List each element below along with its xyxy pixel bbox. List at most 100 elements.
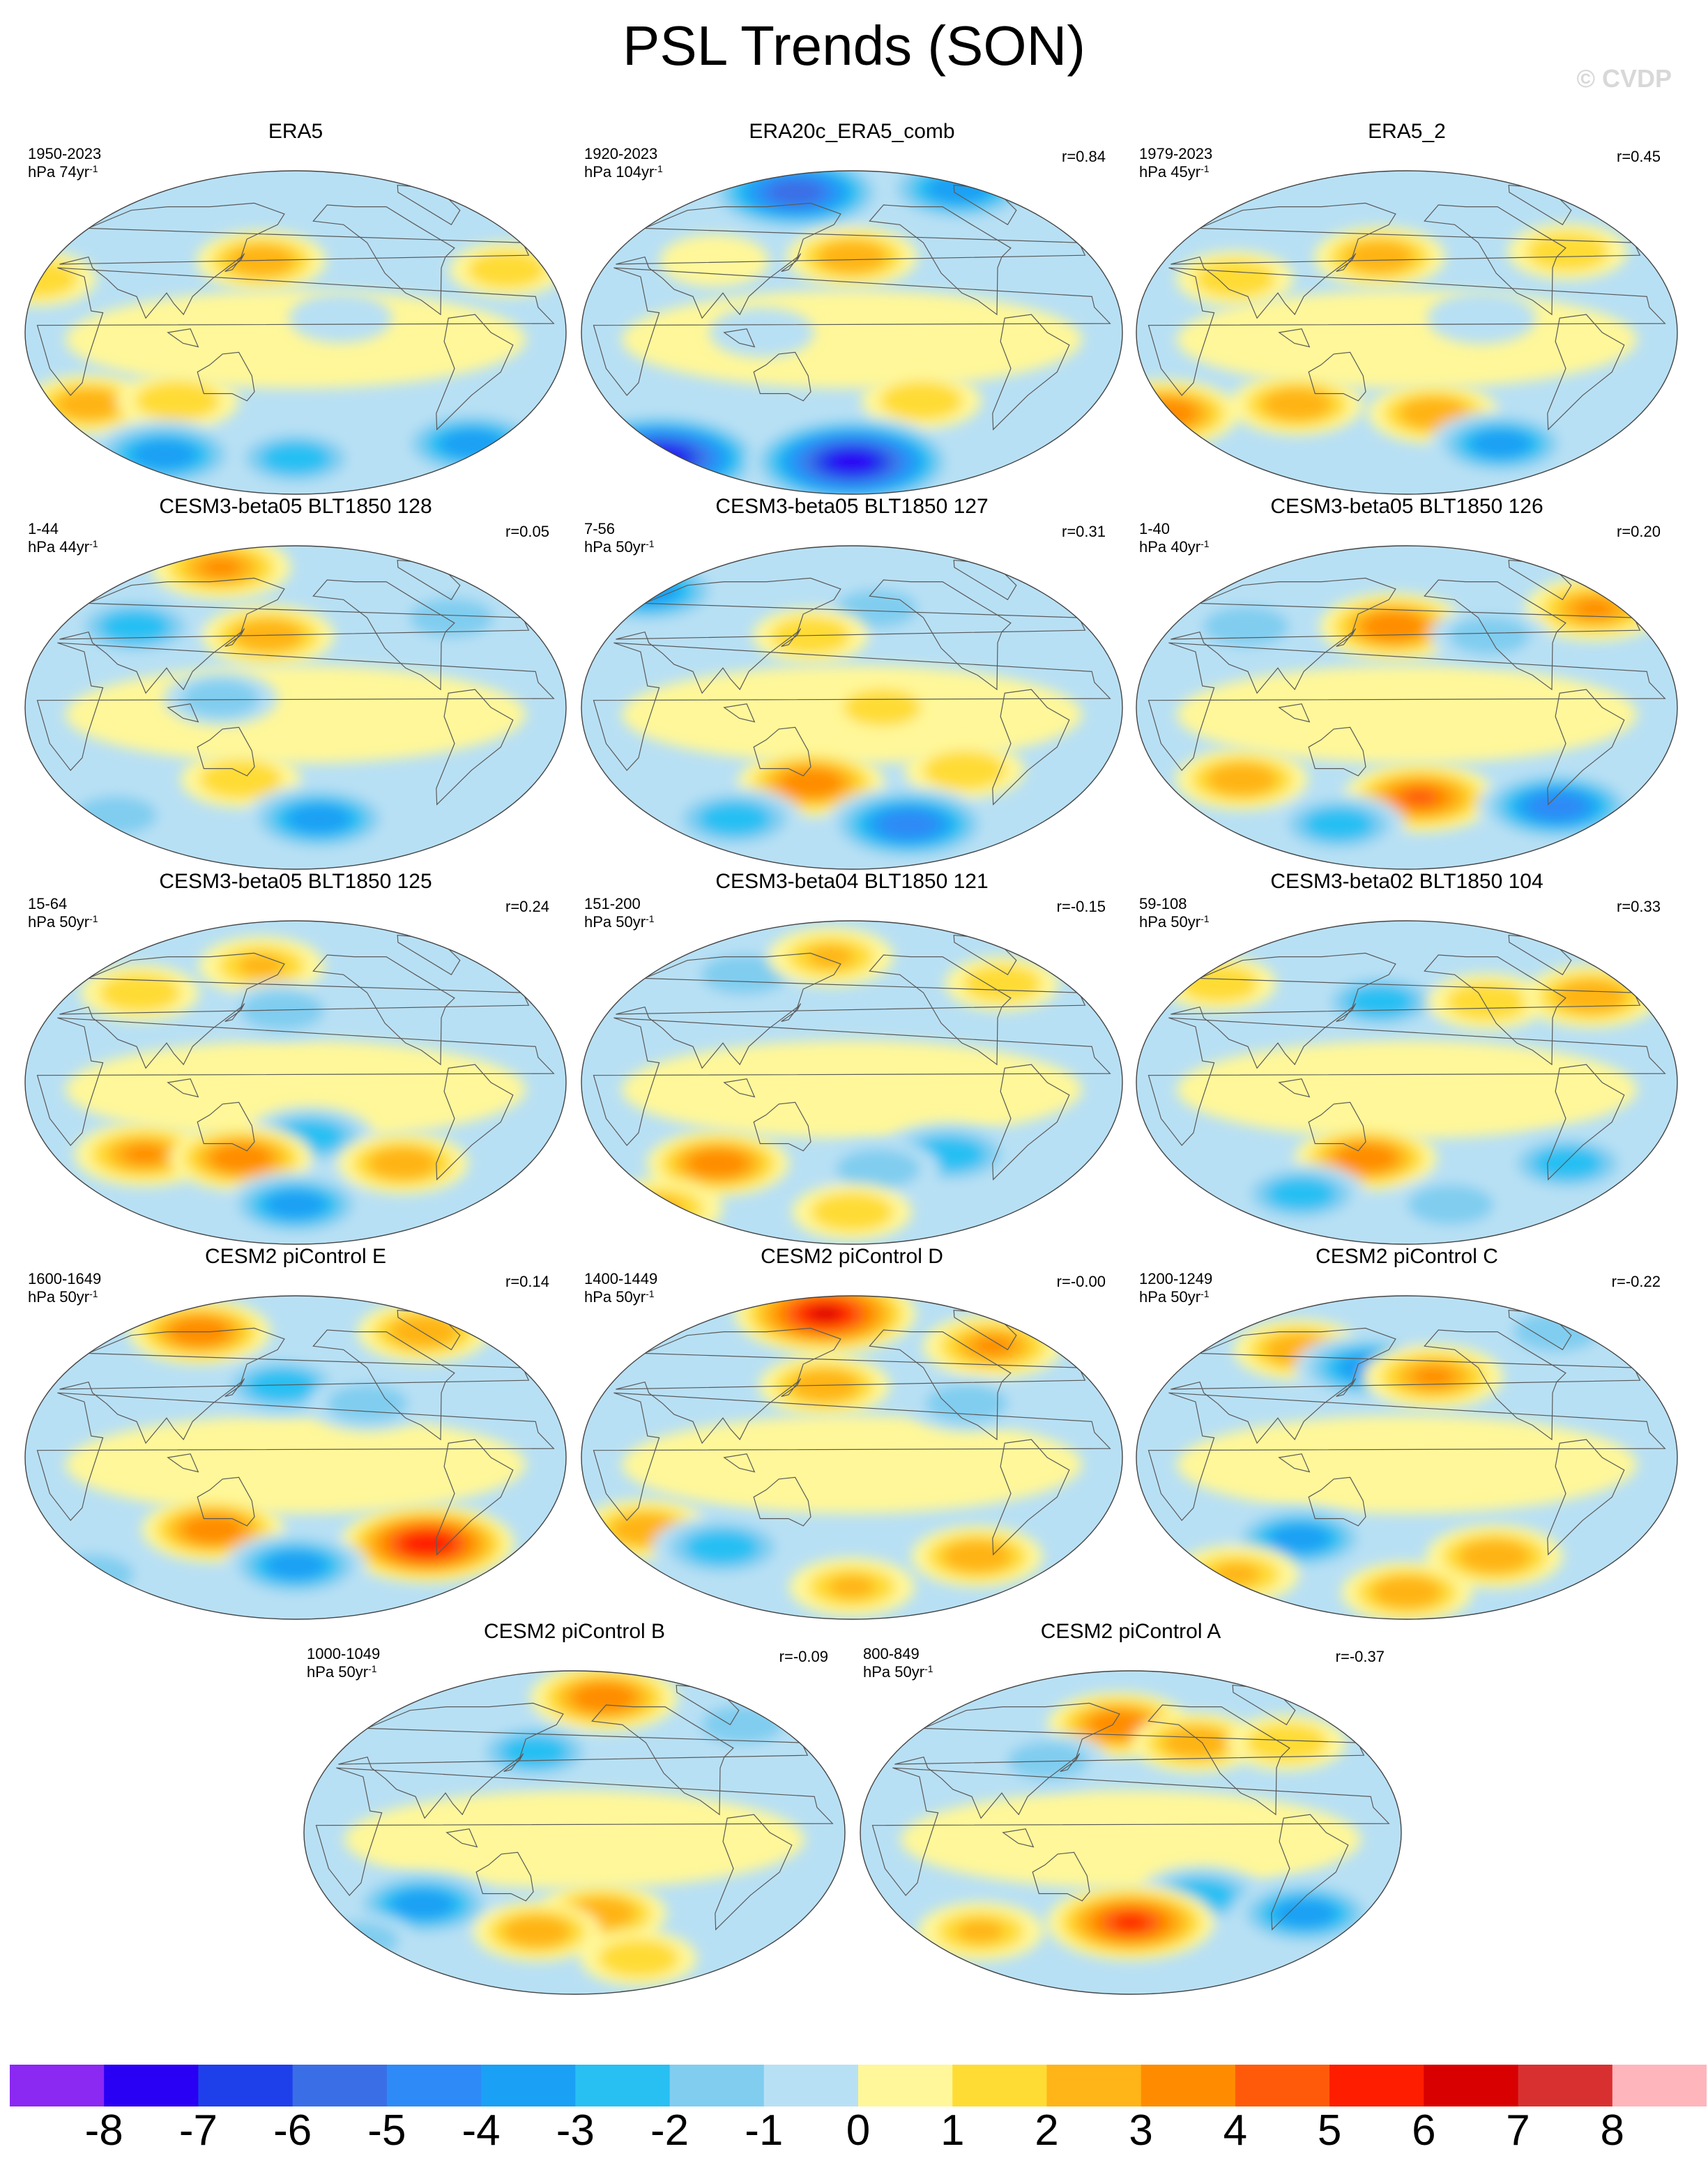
coastline <box>197 1476 255 1527</box>
map-panel: CESM3-beta05 BLT1850 127 7-56 hPa 50yr-1 r=… <box>580 495 1124 870</box>
negative-trend-anomaly <box>1320 816 1358 834</box>
panel-units-text: hPa 50yr <box>584 538 646 556</box>
tropical-band <box>622 291 1082 388</box>
map-panel: CESM2 piControl D 1400-1449 hPa 50yr-1 r=-0… <box>580 1245 1124 1620</box>
units-exponent: -1 <box>89 913 98 924</box>
negative-trend-anomaly <box>276 449 315 467</box>
panel-units: hPa 50yr-1 <box>28 913 98 931</box>
coastline <box>1547 1064 1625 1181</box>
positive-trend-anomaly <box>809 1307 841 1321</box>
negative-trend-anomaly <box>516 1743 553 1761</box>
map-svg <box>1136 170 1678 495</box>
colorbar-tick-label: -1 <box>745 2106 784 2155</box>
coastline <box>224 628 245 647</box>
positive-trend-anomaly <box>383 1154 422 1172</box>
coastline <box>593 267 1111 397</box>
coastline <box>1278 328 1311 348</box>
map-panel: ERA20c_ERA5_comb 1920-2023 hPa 104yr-1 r=0.… <box>580 120 1124 495</box>
panel-title: CESM2 piControl C <box>1316 1245 1498 1268</box>
panel-units-text: hPa 50yr <box>584 913 646 931</box>
coastline <box>224 1378 245 1397</box>
map-border <box>303 1670 846 1995</box>
coastline <box>593 1392 1111 1522</box>
coastline <box>1308 351 1366 401</box>
positive-trend-anomaly <box>1136 399 1197 428</box>
coastline <box>36 1017 555 1147</box>
positive-trend-anomaly <box>942 760 987 781</box>
tropical-band <box>622 1416 1082 1513</box>
negative-trend-anomaly <box>1467 625 1512 646</box>
coastline <box>1002 1828 1035 1848</box>
positive-trend-anomaly <box>980 973 1024 994</box>
negative-trend-anomaly <box>344 1393 390 1414</box>
panel-period-units: 15-64 hPa 50yr-1 <box>28 895 98 931</box>
panel-correlation: r=-0.37 <box>1335 1648 1385 1665</box>
coastline <box>1147 1704 1290 1816</box>
units-exponent: -1 <box>1200 163 1210 174</box>
coastline <box>1278 1453 1311 1473</box>
coastline <box>1424 1329 1566 1441</box>
panel-units-text: hPa 104yr <box>584 163 655 181</box>
coastline <box>753 726 811 777</box>
units-exponent: -1 <box>646 1288 655 1299</box>
colorbar-tick-label: -8 <box>84 2106 123 2155</box>
coastline <box>315 1767 834 1897</box>
map-panel: CESM2 piControl C 1200-1249 hPa 50yr-1 r=-0… <box>1135 1245 1679 1620</box>
map-border <box>581 920 1123 1245</box>
colorbar-cell <box>763 2065 859 2106</box>
coastline <box>591 1704 734 1816</box>
panel-title: CESM3-beta05 BLT1850 126 <box>1270 495 1543 518</box>
panel-units: hPa 40yr-1 <box>1139 538 1210 556</box>
panel-title: CESM3-beta05 BLT1850 128 <box>159 495 432 518</box>
panel-units-text: hPa 74yr <box>28 163 90 181</box>
negative-trend-anomaly <box>304 1913 418 1968</box>
colorbar-tick-label: 2 <box>1035 2106 1059 2155</box>
coastline <box>36 1392 555 1522</box>
panel-units: hPa 50yr-1 <box>307 1663 380 1681</box>
negative-trend-anomaly <box>406 1896 441 1913</box>
map-svg <box>24 545 567 870</box>
coastline <box>503 1753 524 1772</box>
colorbar-cell <box>10 2065 105 2106</box>
coastline <box>723 328 756 348</box>
panel-units-text: hPa 50yr <box>28 1288 90 1306</box>
panel-correlation: r=0.20 <box>1617 523 1661 540</box>
positive-trend-anomaly <box>1361 248 1398 266</box>
colorbar-cell <box>386 2065 482 2106</box>
negative-trend-anomaly <box>312 305 369 332</box>
units-exponent: -1 <box>646 538 655 549</box>
negative-trend-anomaly <box>1427 1193 1474 1216</box>
colorbar-cell <box>669 2065 765 2106</box>
positive-trend-anomaly <box>1264 1732 1309 1754</box>
negative-trend-anomaly <box>838 456 866 468</box>
coastline <box>197 351 255 401</box>
coastline <box>781 628 802 647</box>
positive-trend-anomaly <box>833 248 871 266</box>
coastline <box>723 1078 756 1098</box>
coastline <box>59 952 530 1069</box>
positive-trend-anomaly <box>627 1520 664 1538</box>
negative-trend-anomaly <box>941 181 977 197</box>
panel-correlation: r=0.14 <box>505 1273 549 1290</box>
colorbar-tick-label: 0 <box>846 2106 871 2155</box>
negative-trend-anomaly <box>1282 1185 1320 1203</box>
positive-trend-anomaly <box>597 1179 723 1238</box>
positive-trend-anomaly <box>1102 1717 1136 1733</box>
map-panel: ERA5_2 1979-2023 hPa 45yr-1 r=0.45 <box>1135 120 1679 495</box>
negative-trend-anomaly <box>28 1545 154 1604</box>
coastline <box>436 1439 514 1556</box>
panel-units: hPa 50yr-1 <box>28 1288 101 1306</box>
positive-trend-anomaly <box>1388 1583 1426 1601</box>
map-svg <box>581 1295 1123 1620</box>
coastline <box>1547 1439 1625 1556</box>
coastline <box>1171 577 1641 694</box>
panel-title: CESM2 piControl B <box>483 1620 666 1643</box>
panel-title: CESM2 piControl D <box>761 1245 943 1268</box>
positive-trend-anomaly <box>828 1575 876 1598</box>
negative-trend-anomaly <box>67 1563 115 1586</box>
panel-period: 151-200 <box>584 895 641 912</box>
watermark: © CVDP <box>1576 64 1672 93</box>
positive-trend-anomaly <box>1571 987 1611 1006</box>
map-svg <box>24 1295 567 1620</box>
tropical-band <box>66 1416 526 1513</box>
